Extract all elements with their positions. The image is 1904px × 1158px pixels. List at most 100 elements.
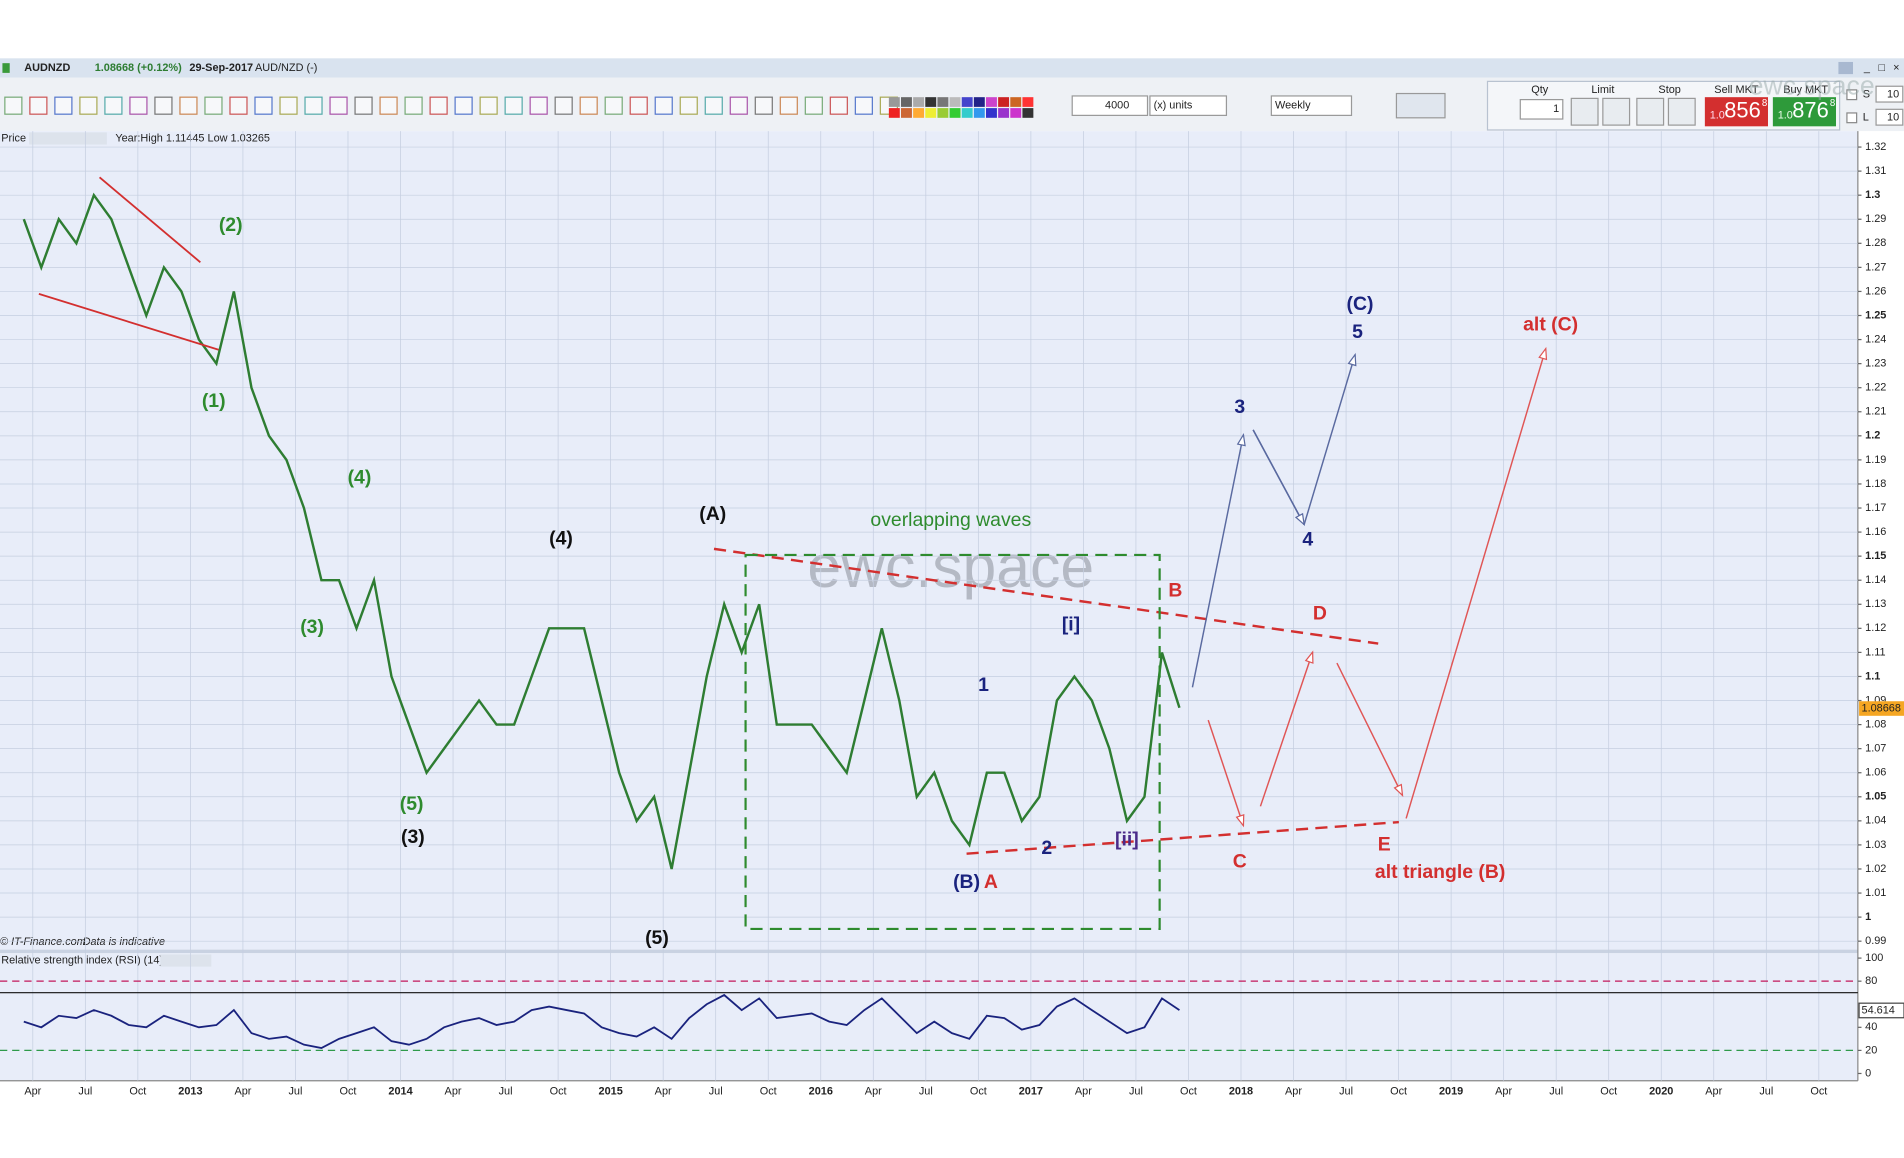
color-swatch[interactable]	[949, 108, 961, 118]
color-swatch[interactable]	[913, 97, 925, 107]
tool-icon[interactable]	[129, 96, 148, 115]
tool-icon[interactable]	[804, 96, 823, 115]
trend-line	[1207, 719, 1245, 826]
order-button[interactable]	[1667, 97, 1696, 126]
color-swatch[interactable]	[973, 108, 985, 118]
tool-icon[interactable]	[4, 96, 23, 115]
wave-label: 4	[1302, 529, 1313, 551]
tool-icon[interactable]	[354, 96, 373, 115]
qty-input[interactable]	[1519, 98, 1564, 120]
x-tick-label: 2015	[599, 1086, 623, 1098]
tool-icon[interactable]	[104, 96, 123, 115]
tool-icon[interactable]	[29, 96, 48, 115]
y-tick-label: 1.01	[1865, 887, 1886, 899]
color-swatch[interactable]	[901, 97, 912, 107]
wave-label: (C)	[1347, 293, 1374, 315]
y-tick-label: 1.29	[1865, 213, 1886, 225]
y-tick-label: 1.02	[1865, 863, 1886, 875]
tool-icon[interactable]	[579, 96, 598, 115]
color-swatch[interactable]	[961, 108, 973, 118]
tool-icon[interactable]	[654, 96, 673, 115]
tool-icon[interactable]	[79, 96, 98, 115]
quantity-input[interactable]	[1071, 95, 1149, 116]
units-select[interactable]	[1149, 95, 1228, 116]
tool-icon[interactable]	[504, 96, 523, 115]
tool-icon[interactable]	[754, 96, 773, 115]
tool-icon[interactable]	[204, 96, 223, 115]
tool-icon[interactable]	[179, 96, 198, 115]
color-swatch[interactable]	[998, 97, 1010, 107]
x-tick-label: Jul	[499, 1086, 513, 1098]
panel-icons[interactable]	[160, 954, 212, 967]
color-swatch[interactable]	[998, 108, 1010, 118]
tool-icon[interactable]	[404, 96, 423, 115]
x-tick-label: Apr	[865, 1086, 882, 1098]
tool-icon[interactable]	[379, 96, 398, 115]
color-swatch[interactable]	[1022, 108, 1034, 118]
color-swatch[interactable]	[986, 97, 997, 107]
sell-button[interactable]	[1704, 97, 1768, 127]
color-swatch[interactable]	[973, 97, 985, 107]
tool-icon[interactable]	[554, 96, 573, 115]
color-swatch[interactable]	[949, 97, 961, 107]
instrument-name: AUD/NZD (-)	[255, 62, 317, 74]
tool-icon[interactable]	[704, 96, 723, 115]
color-swatch[interactable]	[986, 108, 997, 118]
color-swatch[interactable]	[1010, 97, 1022, 107]
color-swatch[interactable]	[925, 108, 937, 118]
color-swatch[interactable]	[901, 108, 912, 118]
tool-icon[interactable]	[329, 96, 348, 115]
x-tick-label: Jul	[1129, 1086, 1143, 1098]
tool-icon[interactable]	[779, 96, 798, 115]
color-swatch[interactable]	[1022, 97, 1034, 107]
checkbox[interactable]	[1846, 112, 1858, 124]
tool-icon[interactable]	[254, 96, 273, 115]
y-tick-label: 1.32	[1865, 141, 1886, 153]
tool-icon[interactable]	[529, 96, 548, 115]
period: Weekly	[1275, 100, 1311, 112]
x-tick-label: Oct	[129, 1086, 146, 1098]
color-swatch[interactable]	[925, 97, 937, 107]
color-swatch[interactable]	[937, 108, 949, 118]
tool-icon[interactable]	[604, 96, 623, 115]
window-controls[interactable]: _ □ ×	[1838, 62, 1899, 75]
wave-label: [i]	[1062, 614, 1080, 636]
tool-icon[interactable]	[154, 96, 173, 115]
panel-icons[interactable]	[29, 132, 107, 145]
chart-type-button[interactable]	[1395, 92, 1446, 119]
tool-icon[interactable]	[229, 96, 248, 115]
s-qty-input[interactable]	[1875, 85, 1904, 103]
tool-icon[interactable]	[279, 96, 298, 115]
order-button[interactable]	[1602, 97, 1631, 126]
l-qty-input[interactable]	[1875, 108, 1904, 126]
tool-icon[interactable]	[429, 96, 448, 115]
y-tick-label: 1.14	[1865, 574, 1886, 586]
color-swatch[interactable]	[888, 108, 900, 118]
tool-icon[interactable]	[304, 96, 323, 115]
color-swatch[interactable]	[888, 97, 900, 107]
tool-icon[interactable]	[54, 96, 73, 115]
wave-label: [ii]	[1115, 828, 1139, 850]
color-swatch[interactable]	[937, 97, 949, 107]
tool-icon[interactable]	[679, 96, 698, 115]
tool-icon[interactable]	[629, 96, 648, 115]
y-tick-label: 1.2	[1865, 430, 1880, 442]
tool-icon[interactable]	[454, 96, 473, 115]
order-button[interactable]	[1636, 97, 1665, 126]
wave-label: 3	[1234, 396, 1245, 418]
color-swatch[interactable]	[913, 108, 925, 118]
color-swatch[interactable]	[1010, 108, 1022, 118]
tool-icon[interactable]	[854, 96, 873, 115]
color-swatch[interactable]	[961, 97, 973, 107]
buy-button[interactable]	[1772, 97, 1836, 127]
order-button[interactable]	[1570, 97, 1599, 126]
svg-text:×: ×	[1893, 62, 1899, 74]
svg-text:_: _	[1863, 62, 1871, 74]
x-tick-label: Apr	[1495, 1086, 1512, 1098]
tool-icon[interactable]	[829, 96, 848, 115]
tool-icon[interactable]	[729, 96, 748, 115]
watermark: ewc.space	[1749, 71, 1875, 101]
checkbox[interactable]	[1846, 89, 1858, 101]
period-select[interactable]	[1270, 95, 1353, 116]
tool-icon[interactable]	[479, 96, 498, 115]
